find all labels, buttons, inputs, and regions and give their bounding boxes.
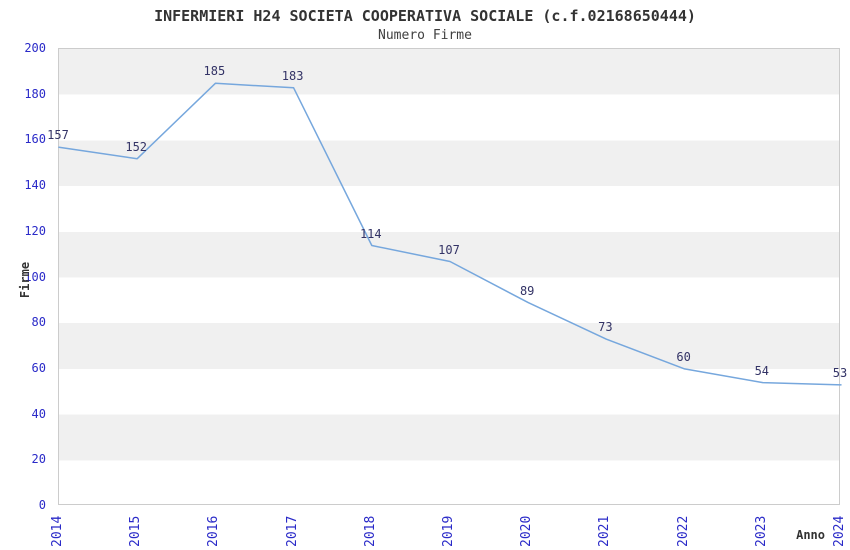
data-point-label: 89 <box>519 283 535 298</box>
x-tick-label: 2017 <box>284 515 300 547</box>
data-point-label: 73 <box>598 320 613 335</box>
y-tick-label: 120 <box>24 223 46 238</box>
x-tick-label: 2020 <box>519 515 535 547</box>
chart-title: INFERMIERI H24 SOCIETA COOPERATIVA SOCIA… <box>154 7 696 25</box>
y-tick-label: 200 <box>24 41 46 55</box>
x-tick-label: 2019 <box>441 515 456 547</box>
y-tick-label: 160 <box>24 132 46 147</box>
x-tick-label: 2023 <box>753 515 769 547</box>
data-point-label: 114 <box>359 226 382 241</box>
y-tick-label: 100 <box>24 269 46 284</box>
chart-subtitle: Numero Firme <box>378 28 472 43</box>
x-tick-label: 2018 <box>362 515 378 547</box>
x-tick-label: 2021 <box>597 515 613 547</box>
x-tick-label: 2014 <box>50 515 65 547</box>
x-tick-label: 2015 <box>128 515 144 547</box>
data-point-label: 185 <box>203 64 226 79</box>
y-tick-label: 20 <box>31 452 46 467</box>
x-tick-label: 2022 <box>675 515 691 547</box>
y-tick-label: 140 <box>24 178 46 193</box>
y-axis-title: Firme <box>18 261 32 299</box>
data-point-label: 183 <box>281 68 304 83</box>
x-tick-label: 2024 <box>832 515 847 547</box>
data-point-label: 54 <box>754 363 770 378</box>
x-axis-title: Anno <box>796 528 825 542</box>
data-point-label: 53 <box>832 365 848 380</box>
x-tick-label: 2016 <box>206 515 222 547</box>
y-tick-label: 180 <box>24 86 46 101</box>
line-series-path <box>58 82 842 386</box>
data-point-label: 157 <box>47 128 69 143</box>
data-point-label: 152 <box>125 139 148 154</box>
y-tick-label: 80 <box>31 315 46 330</box>
y-tick-label: 60 <box>31 360 46 375</box>
line-series-svg <box>58 82 842 386</box>
y-tick-label: 40 <box>31 406 46 421</box>
plot-area <box>58 48 842 505</box>
y-tick-label: 0 <box>38 498 46 512</box>
data-point-label: 60 <box>676 349 691 364</box>
data-point-label: 107 <box>438 242 460 257</box>
